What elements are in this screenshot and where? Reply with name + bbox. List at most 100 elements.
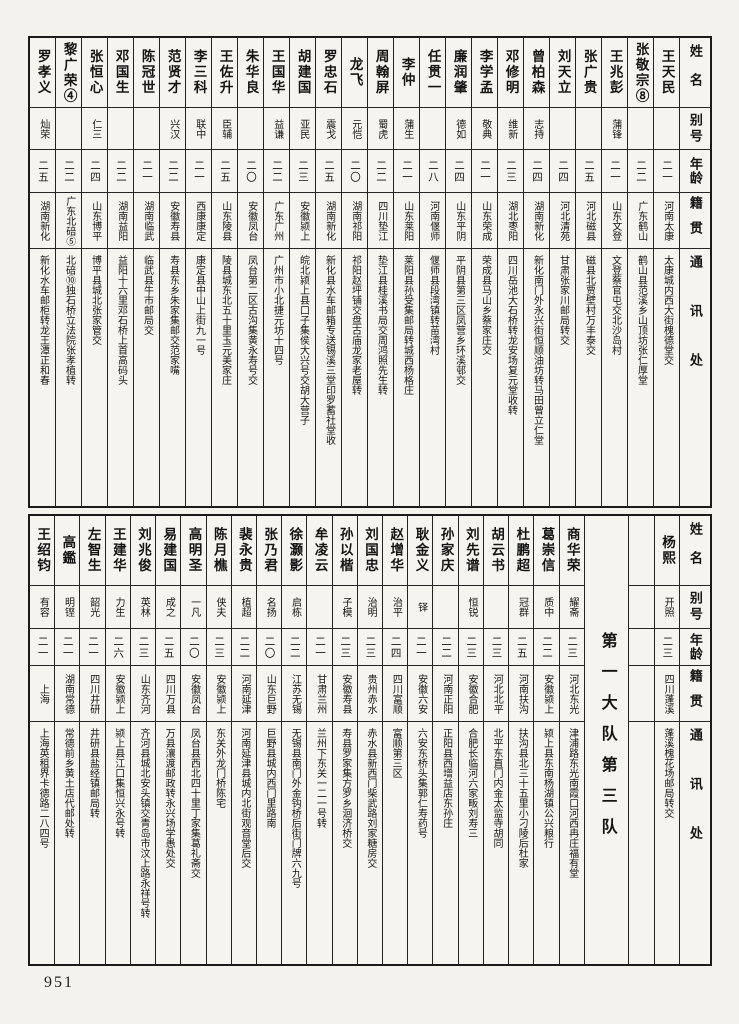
age-text: 二四 xyxy=(453,160,464,183)
alias-cell: 侠夫 xyxy=(207,586,231,629)
address-text: 寿县东乡朱家集邮交范家嘴 xyxy=(168,255,178,375)
native-text: 湖南新化 xyxy=(323,201,334,241)
alias-cell: 联中 xyxy=(186,108,211,150)
native-text: 湖南祁阳 xyxy=(349,201,360,241)
address-text: 益阳十六里邓石桥上首高码头 xyxy=(116,255,126,385)
age-cell: 二三 xyxy=(655,629,679,666)
native-text: 山东巨野 xyxy=(264,674,275,714)
native-text: 籍贯 xyxy=(688,196,702,246)
age-text: 二三 xyxy=(491,636,502,659)
age-cell: 二三 xyxy=(498,150,523,193)
native-cell: 安徽六安 xyxy=(408,666,432,722)
native-cell: 安徽颍上 xyxy=(207,666,231,722)
age-cell: 二六 xyxy=(106,629,130,666)
address-text: 合肥长临河六家畈刘寿三 xyxy=(466,728,476,838)
native-cell: 河北清苑 xyxy=(550,193,575,249)
address-text: 津浦路东光南霞口河西冉庄福有堂 xyxy=(567,728,577,878)
person-column: 徐灏影启栋二二江苏无锡无锡县南门外金钩桥后街门牌六九号 xyxy=(281,516,306,964)
alias-cell: 亚民 xyxy=(290,108,315,150)
native-text: 甘肃兰州 xyxy=(314,674,325,714)
native-text: 湖南益阳 xyxy=(115,201,126,241)
name-text: 王兆彭 xyxy=(607,49,621,96)
age-text: 二〇 xyxy=(245,160,256,183)
native-cell: 山东博平 xyxy=(82,193,107,249)
age-cell: 二四 xyxy=(383,629,407,666)
alias-text: 灿荣 xyxy=(37,119,48,139)
person-column: 李学孟敬典二一山东荣成荣成县马山乡蔡家庄交 xyxy=(471,38,497,506)
age-cell: 二三 xyxy=(459,629,483,666)
name-cell: 张乃君 xyxy=(257,516,281,586)
alias-cell: 恒锐 xyxy=(459,586,483,629)
native-cell: 安徽凤台 xyxy=(181,666,205,722)
name-cell: 王兆彭 xyxy=(602,38,627,108)
native-cell: 甘肃兰州 xyxy=(307,666,331,722)
alias-cell: 质中 xyxy=(534,586,558,629)
alias-text: 启栋 xyxy=(289,597,300,617)
alias-text: 敬典 xyxy=(479,119,490,139)
address-cell: 上海英租界卡德路二八四号 xyxy=(30,722,54,964)
native-text: 安徽颍上 xyxy=(297,201,308,241)
address-text: 万县瀼渡邮政转永兴场学愚处交 xyxy=(163,728,173,868)
alias-cell xyxy=(654,108,679,150)
native-cell: 河南扶沟 xyxy=(509,666,533,722)
name-text: 高鑑 xyxy=(60,535,74,566)
alias-cell-header: 别号 xyxy=(680,108,710,150)
age-cell: 二五 xyxy=(316,150,341,193)
name-text: 廉润肇 xyxy=(451,49,465,96)
name-text: 左智生 xyxy=(85,527,99,574)
address-cell: 北碚⑩独石桥立法院张孝植转 xyxy=(56,249,81,506)
name-text: 范贤才 xyxy=(165,49,179,96)
person-column: 孙以楷子模二三安徽寿县寿县罗家集方罗乡洄济桥交 xyxy=(332,516,357,964)
native-text: 山东博平 xyxy=(89,201,100,241)
alias-text: 蒲生 xyxy=(401,119,412,139)
age-text: 二一 xyxy=(479,160,490,183)
person-column: 赵增华治平二四四川富顺富顺第三区 xyxy=(382,516,407,964)
alias-cell: 蒲锋 xyxy=(602,108,627,150)
person-column: 黎广荣④二二广东北碚⑤北碚⑩独石桥立法院张孝植转 xyxy=(55,38,81,506)
alias-text: 元恺 xyxy=(349,119,360,139)
address-cell: 凤台第二区古沟集黄永寿号交 xyxy=(238,249,263,506)
alias-cell: 蒲生 xyxy=(394,108,419,150)
person-column: 张恒心仁三二四山东博平博平县城北张家管交 xyxy=(81,38,107,506)
name-text: 高明圣 xyxy=(186,527,200,574)
age-cell: 二五 xyxy=(509,629,533,666)
address-cell: 平阴县第三区凤营乡环溪邨交 xyxy=(446,249,471,506)
person-column: 邓修明维新二三湖北枣阳四川岳池大石桥转龙安场复元堂收转 xyxy=(497,38,523,506)
person-column: 李仲蒲生二一山东莱阳莱阳县孙受集邮局转城西杨格庄 xyxy=(393,38,419,506)
name-cell: 王国华 xyxy=(264,38,289,108)
age-cell: 二二 xyxy=(160,150,185,193)
native-text: 籍贯 xyxy=(688,669,702,719)
alias-text: 维新 xyxy=(505,119,516,139)
alias-cell: 益谦 xyxy=(264,108,289,150)
person-column: 朱华良二〇安徽凤台凤台第二区古沟集黄永寿号交 xyxy=(237,38,263,506)
native-cell: 河南延津 xyxy=(232,666,256,722)
name-text: 张恒心 xyxy=(87,49,101,96)
alias-cell-header: 别号 xyxy=(680,586,710,629)
native-cell: 广东北碚⑤ xyxy=(56,193,81,249)
age-cell: 二三 xyxy=(484,629,508,666)
native-cell: 安徽颍上 xyxy=(534,666,558,722)
age-cell: 二一 xyxy=(80,629,104,666)
person-column: 廉润肇德如二四山东平阴平阴县第三区凤营乡环溪邨交 xyxy=(445,38,471,506)
alias-text: 成之 xyxy=(163,597,174,617)
address-text: 凤台县西北四十里丁家集葛礼斋交 xyxy=(188,728,198,878)
alias-text: 治明 xyxy=(365,597,376,617)
person-column: 张广贵二五河北磁县磁县北贾壁村万丰泰交 xyxy=(575,38,601,506)
age-cell: 二二 xyxy=(534,629,558,666)
native-text: 河北北平 xyxy=(491,674,502,714)
age-text: 年龄 xyxy=(688,157,702,185)
age-cell: 二五 xyxy=(576,150,601,193)
native-text: 山东文登 xyxy=(609,201,620,241)
native-cell xyxy=(629,666,654,722)
native-cell: 西康康定 xyxy=(186,193,211,249)
alias-text: 力生 xyxy=(112,597,123,617)
name-cell: 范贤才 xyxy=(160,38,185,108)
name-cell: 刘先谱 xyxy=(459,516,483,586)
age-cell: 二〇 xyxy=(238,150,263,193)
name-cell: 高明圣 xyxy=(181,516,205,586)
alias-text: 蜀虎 xyxy=(375,119,386,139)
alias-text: 蒲锋 xyxy=(609,119,620,139)
native-text: 湖南临武 xyxy=(141,201,152,241)
native-cell: 山东齐河 xyxy=(131,666,155,722)
alias-cell xyxy=(134,108,159,150)
